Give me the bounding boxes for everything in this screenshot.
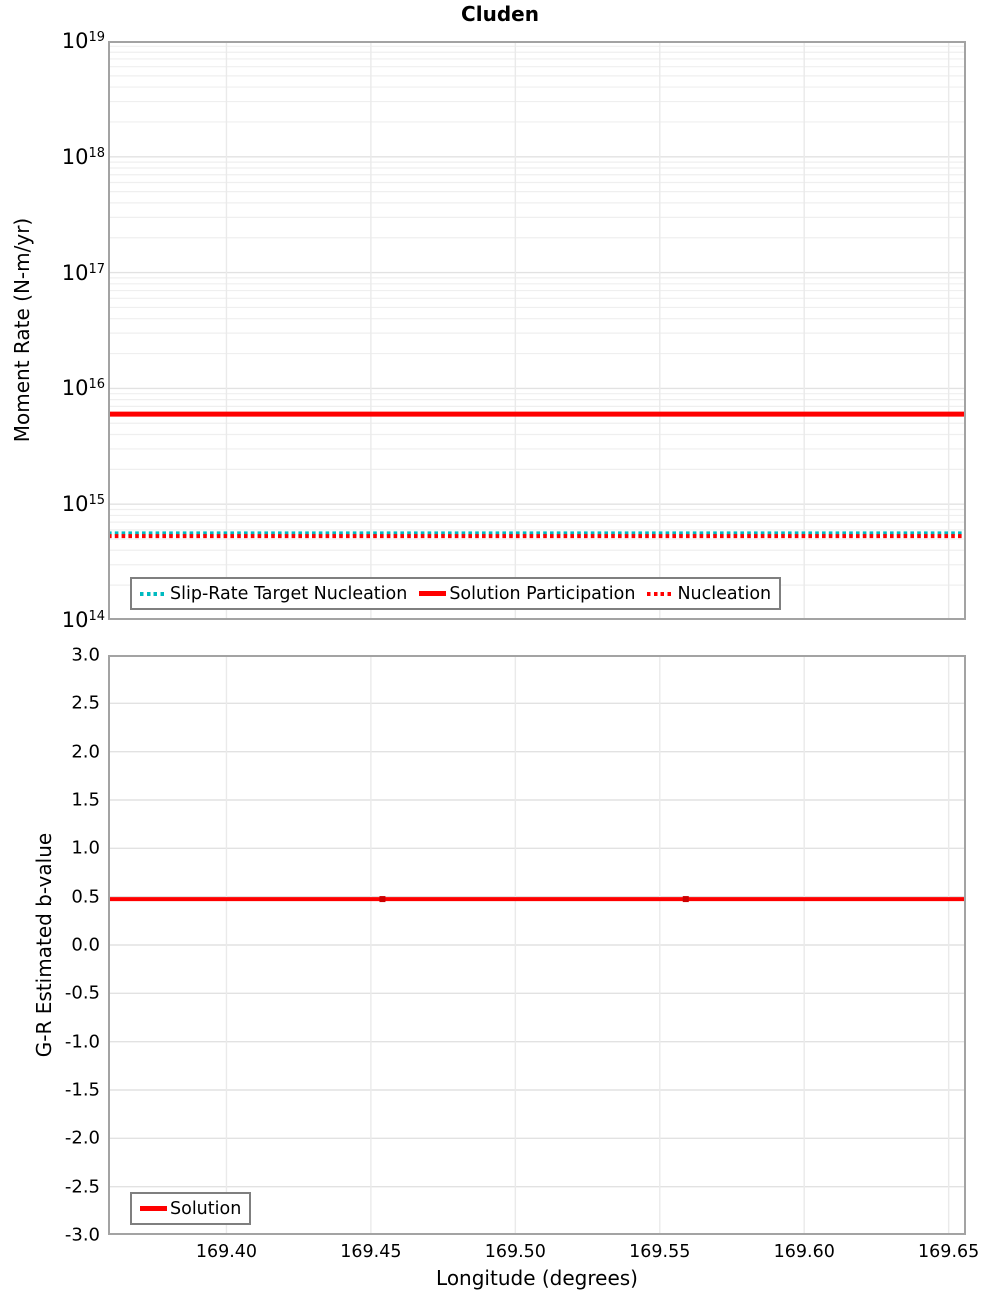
y-tick-label: -1.0: [64, 1031, 100, 1053]
y-tick-label: 1019: [61, 29, 105, 53]
x-axis-label: Longitude (degrees): [436, 1266, 638, 1290]
y-tick-label: 1.0: [71, 837, 100, 859]
solid-line-swatch-icon: [140, 1206, 167, 1211]
legend: Slip-Rate Target Nucleation Solution Part…: [130, 577, 782, 610]
legend-item: Slip-Rate Target Nucleation: [140, 584, 407, 604]
data-point-marker: [379, 896, 386, 903]
y-tick-label: 2.5: [71, 692, 100, 714]
dotted-line-swatch-icon: [647, 591, 675, 596]
plot-bottom-canvas: [108, 655, 966, 1235]
y-tick-label: 3.0: [71, 644, 100, 666]
legend: Solution: [130, 1192, 252, 1225]
y-tick-label: 1018: [61, 144, 105, 169]
dotted-line-swatch-icon: [140, 591, 167, 596]
solid-line-swatch-icon: [419, 591, 447, 596]
chart-title: Cluden: [461, 2, 539, 26]
y-tick-label: -2.0: [64, 1127, 100, 1149]
legend-label: Solution Participation: [449, 583, 636, 604]
y-tick-label: 0.0: [71, 934, 100, 956]
b-value-plot: [108, 655, 966, 1235]
x-tick-label: 169.65: [918, 1242, 980, 1262]
y-tick-label: 2.0: [71, 741, 100, 763]
y-tick-label: 1014: [61, 608, 105, 632]
y-tick-label: 1017: [61, 260, 105, 285]
x-tick-label: 169.60: [773, 1242, 835, 1262]
y-tick-label: -0.5: [64, 982, 100, 1004]
data-point-marker: [682, 896, 689, 903]
legend-item: Solution: [140, 1199, 241, 1219]
x-tick-label: 169.50: [484, 1242, 546, 1262]
legend-label: Slip-Rate Target Nucleation: [170, 583, 408, 604]
x-tick-label: 169.40: [195, 1242, 258, 1262]
moment-rate-plot: [108, 41, 966, 620]
legend-label: Solution: [170, 1198, 242, 1219]
y-tick-label: 1015: [61, 492, 105, 517]
y-tick-label: 1.5: [71, 789, 100, 811]
y-tick-label: 0.5: [71, 886, 100, 908]
legend-item: Nucleation: [647, 584, 771, 604]
y-tick-label: -3.0: [64, 1224, 100, 1246]
y-tick-label: 1016: [61, 376, 105, 401]
x-tick-label: 169.55: [629, 1242, 691, 1262]
top-y-axis-label: Moment Rate (N-m/yr): [10, 217, 34, 443]
x-tick-label: 169.45: [340, 1242, 402, 1262]
legend-label: Nucleation: [677, 583, 772, 604]
legend-item: Solution Participation: [419, 584, 635, 604]
plot-top-canvas: [108, 41, 966, 620]
y-tick-label: -1.5: [64, 1079, 100, 1101]
y-tick-label: -2.5: [64, 1176, 100, 1198]
